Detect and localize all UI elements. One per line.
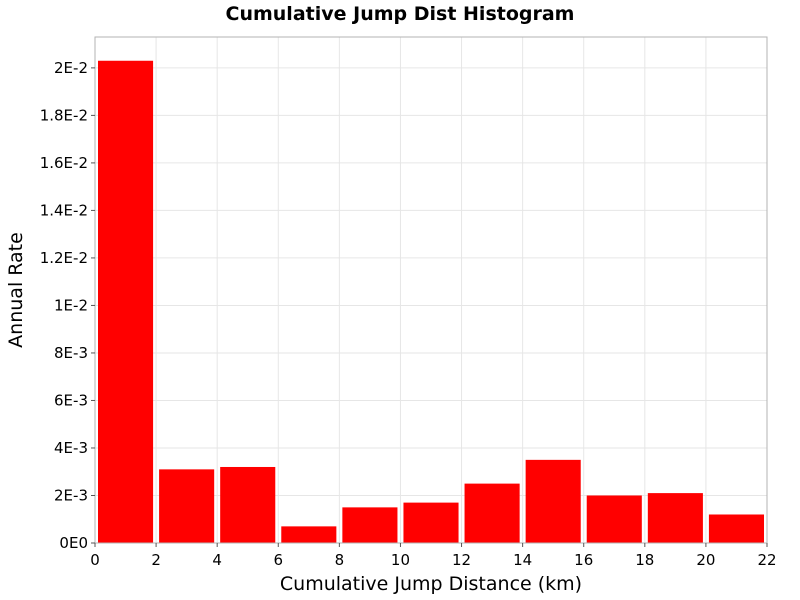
y-tick-label: 2E-3 (54, 486, 88, 504)
x-tick-label: 10 (391, 551, 410, 569)
histogram-bar (159, 469, 215, 543)
y-tick-label: 1.8E-2 (40, 106, 88, 124)
plot-frame (94, 36, 768, 544)
x-axis-ticks: 0 2 4 6 8 10 12 14 16 18 20 22 (90, 543, 777, 569)
y-tick-label: 0E0 (59, 534, 88, 552)
histogram-bar (647, 493, 703, 543)
y-tick-label: 1.6E-2 (40, 154, 88, 172)
x-tick-label: 12 (452, 551, 471, 569)
y-tick-label: 6E-3 (54, 391, 88, 409)
histogram-bar (525, 459, 581, 543)
x-tick-label: 16 (574, 551, 593, 569)
x-tick-label: 18 (635, 551, 654, 569)
bars (98, 60, 764, 544)
histogram-bar (464, 483, 520, 543)
histogram-bar (586, 495, 642, 543)
y-tick-label: 1E-2 (54, 296, 88, 314)
x-tick-label: 14 (513, 551, 532, 569)
x-tick-label: 4 (212, 551, 222, 569)
x-tick-label: 6 (273, 551, 283, 569)
histogram-bar (98, 60, 154, 544)
x-tick-label: 20 (696, 551, 715, 569)
y-axis-label: Annual Rate (5, 232, 27, 348)
histogram-bar (708, 514, 764, 543)
histogram-bar (403, 502, 459, 543)
y-axis-ticks: 0E0 2E-3 4E-3 6E-3 8E-3 1E-2 1.2E-2 1.4E-2 1.6E-… (40, 59, 95, 552)
x-tick-label: 2 (151, 551, 161, 569)
histogram-bar (281, 526, 337, 543)
x-axis-label: Cumulative Jump Distance (km) (280, 573, 582, 595)
grid-lines (95, 37, 767, 543)
histogram-bar (220, 466, 276, 543)
y-tick-label: 1.4E-2 (40, 201, 88, 219)
x-tick-label: 22 (757, 551, 776, 569)
x-tick-label: 8 (335, 551, 345, 569)
y-tick-label: 1.2E-2 (40, 249, 88, 267)
y-tick-label: 2E-2 (54, 59, 88, 77)
y-tick-label: 8E-3 (54, 344, 88, 362)
x-tick-label: 0 (90, 551, 100, 569)
y-tick-label: 4E-3 (54, 439, 88, 457)
histogram-bar (342, 507, 398, 543)
chart-title: Cumulative Jump Dist Histogram (226, 3, 575, 25)
